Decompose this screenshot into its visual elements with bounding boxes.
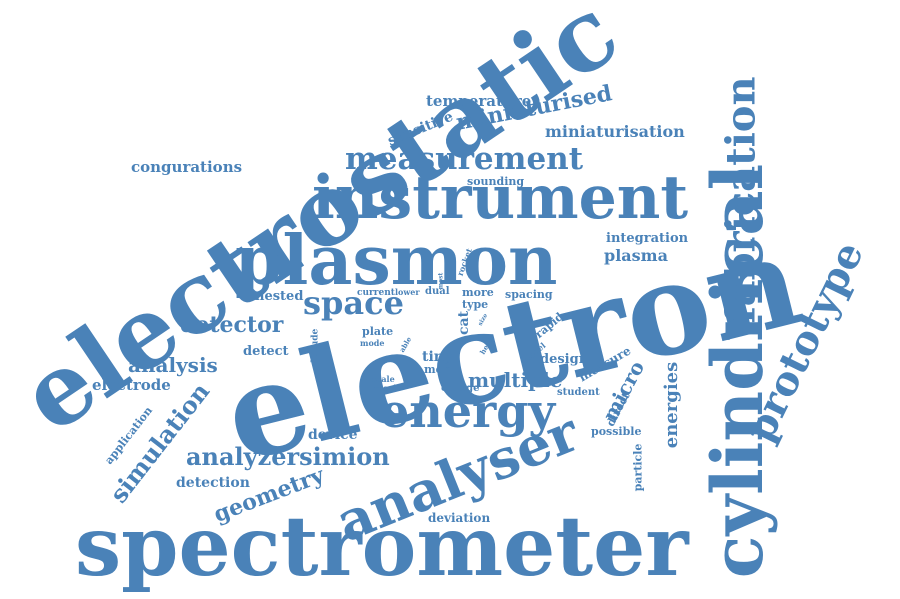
word-more: more [462, 286, 494, 299]
word-measurement: measurement [345, 141, 584, 177]
word-current: current [357, 288, 395, 298]
word-detect: detect [243, 344, 289, 359]
word-integration: integration [606, 231, 689, 246]
word-altitude: altitude [310, 328, 321, 369]
word-mem: mem [424, 363, 455, 376]
word-result: result [374, 383, 401, 393]
word-spectrometer: spectrometer [75, 499, 689, 595]
word-design: design [540, 352, 589, 367]
word-multiple: multiple [468, 368, 563, 392]
word-analyzersimion: analyzersimion [186, 442, 390, 471]
word-charge: charge [441, 383, 480, 394]
word-particle: particle [631, 443, 645, 492]
word-device: device [308, 427, 358, 443]
word-energy: energy [380, 384, 556, 438]
word-most: most [437, 272, 445, 290]
word-sounding: sounding [467, 175, 525, 188]
word-plate: plate [362, 325, 394, 338]
word-fabrication: fabrication [717, 76, 765, 324]
word-temperature: temperature [426, 92, 532, 110]
word-plasma: plasma [604, 246, 668, 265]
word-tiny: tiny [422, 349, 453, 365]
word-cat: cat [456, 310, 473, 336]
word-analysis: analysis [128, 353, 218, 377]
word-deviation: deviation [428, 511, 491, 525]
word-spacing: spacing [505, 288, 553, 301]
word-energies: energies [661, 361, 683, 449]
word-lower: lower [395, 287, 420, 297]
word-congurations: congurations [131, 158, 243, 176]
word-scale: scale [372, 374, 395, 384]
word-type: type [462, 298, 489, 311]
word-possible: possible [591, 425, 642, 438]
word-dual: dual [425, 286, 450, 297]
word-detector: detector [180, 312, 284, 338]
word-mode: mode [360, 338, 385, 348]
word-student: student [557, 387, 600, 398]
word-miniaturisation: miniaturisation [545, 122, 685, 141]
word-space: space [303, 284, 404, 322]
word-instrument: instrument [312, 163, 689, 233]
word-nested: nested [255, 289, 304, 304]
word-detection: detection [176, 475, 250, 491]
word-electrode: electrode [92, 376, 171, 394]
word-plasmon: plasmon [235, 221, 558, 301]
